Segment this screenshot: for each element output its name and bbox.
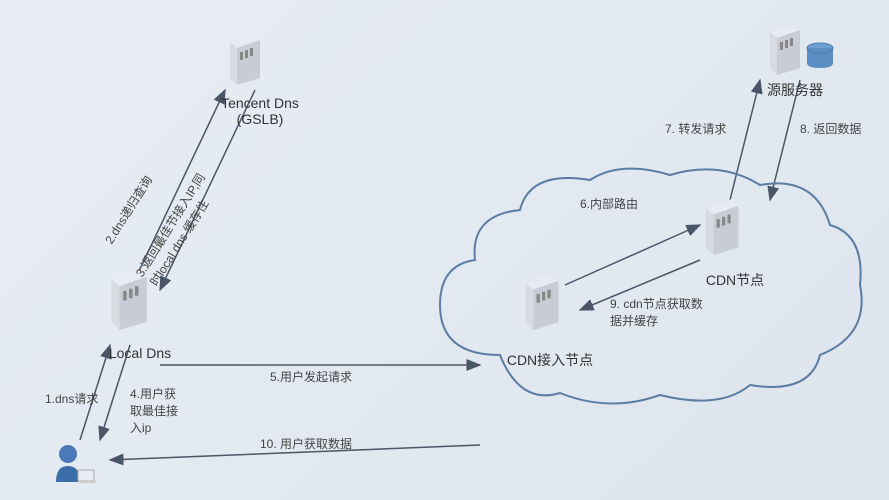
edge-label-e6: 6.内部路由 — [580, 195, 638, 212]
origin-server — [765, 20, 805, 80]
edge-label-e5: 5.用户发起请求 — [270, 368, 352, 385]
edge-label-e4: 4.用户获 取最佳接 入ip — [130, 385, 178, 436]
edge-label-e9: 9. cdn节点获取数 据并缓存 — [610, 295, 703, 329]
node-label-cdn_access: CDN接入节点 — [500, 350, 600, 370]
tencent-dns-server — [225, 30, 265, 90]
edge-label-e2: 2.dns递归查询 — [101, 172, 156, 247]
node-label-origin_server: 源服务器 — [755, 80, 835, 100]
origin-database-icon — [805, 42, 835, 75]
edge-label-e7: 7. 转发请求 — [665, 120, 726, 137]
edge-label-e8: 8. 返回数据 — [800, 120, 861, 137]
edge-label-e10: 10. 用户获取数据 — [260, 435, 352, 452]
node-label-cdn_node: CDN节点 — [700, 270, 770, 290]
cdn-access-server — [520, 270, 564, 335]
user-icon — [50, 440, 98, 493]
edge-label-e1: 1.dns请求 — [45, 390, 98, 407]
cloud-region — [420, 155, 870, 415]
cdn-node-server — [700, 195, 744, 260]
node-label-local_dns: Local Dns — [100, 345, 180, 361]
node-label-tencent_dns: Tencent Dns (GSLB) — [195, 95, 325, 127]
